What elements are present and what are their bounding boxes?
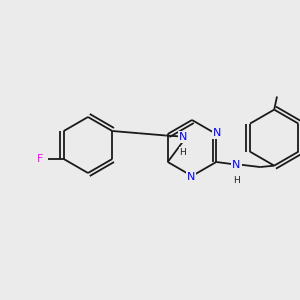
- Text: N: N: [187, 172, 195, 182]
- Text: N: N: [232, 160, 241, 170]
- Text: H: H: [179, 148, 186, 157]
- Text: F: F: [37, 154, 43, 164]
- Text: N: N: [178, 132, 187, 142]
- Text: N: N: [213, 128, 221, 138]
- Text: H: H: [233, 176, 240, 185]
